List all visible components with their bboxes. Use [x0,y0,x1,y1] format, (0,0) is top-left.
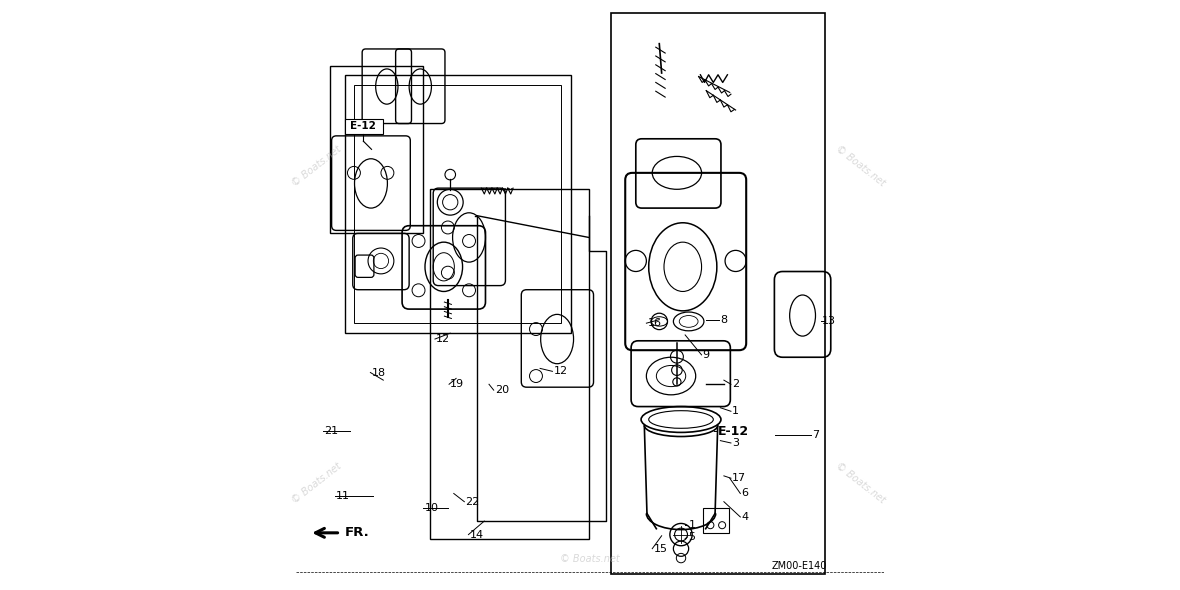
Text: 1: 1 [732,407,739,417]
Text: © Boats.net: © Boats.net [833,143,886,188]
Text: © Boats.net: © Boats.net [833,461,886,505]
Text: 2: 2 [732,379,739,389]
Bar [354,86,560,323]
Text: 12: 12 [437,334,451,344]
Text: 21: 21 [324,426,339,436]
Text: 17: 17 [732,473,746,483]
Bar [610,13,825,574]
Text: 1: 1 [689,520,696,530]
Text: E-12: E-12 [717,425,749,438]
Text: 22: 22 [465,497,480,507]
Text: 4: 4 [741,512,748,522]
Bar [345,119,382,133]
Text: 3: 3 [732,438,739,448]
Text: 6: 6 [741,489,748,499]
Text: 8: 8 [720,314,728,325]
Text: 11: 11 [336,491,350,501]
Bar [330,66,424,233]
Text: © Boats.net: © Boats.net [290,143,343,188]
Text: 7: 7 [812,430,819,440]
Text: 12: 12 [553,366,568,376]
Bar [703,508,729,533]
Text: 19: 19 [451,379,465,389]
Bar [345,75,571,333]
Text: 15: 15 [654,543,668,553]
Text: 9: 9 [703,350,710,360]
Bar [431,189,589,539]
Text: 18: 18 [372,368,386,378]
Text: FR.: FR. [345,526,369,539]
Text: 20: 20 [494,385,509,395]
Text: E-12: E-12 [350,122,376,132]
Text: ZM00-E140: ZM00-E140 [772,561,827,571]
Text: 13: 13 [822,316,835,326]
Text: © Boats.net: © Boats.net [290,461,343,505]
Text: 14: 14 [470,530,484,540]
Text: 5: 5 [689,532,696,542]
Text: 16: 16 [648,318,662,328]
Text: 10: 10 [425,503,439,513]
Text: © Boats.net: © Boats.net [560,554,620,564]
